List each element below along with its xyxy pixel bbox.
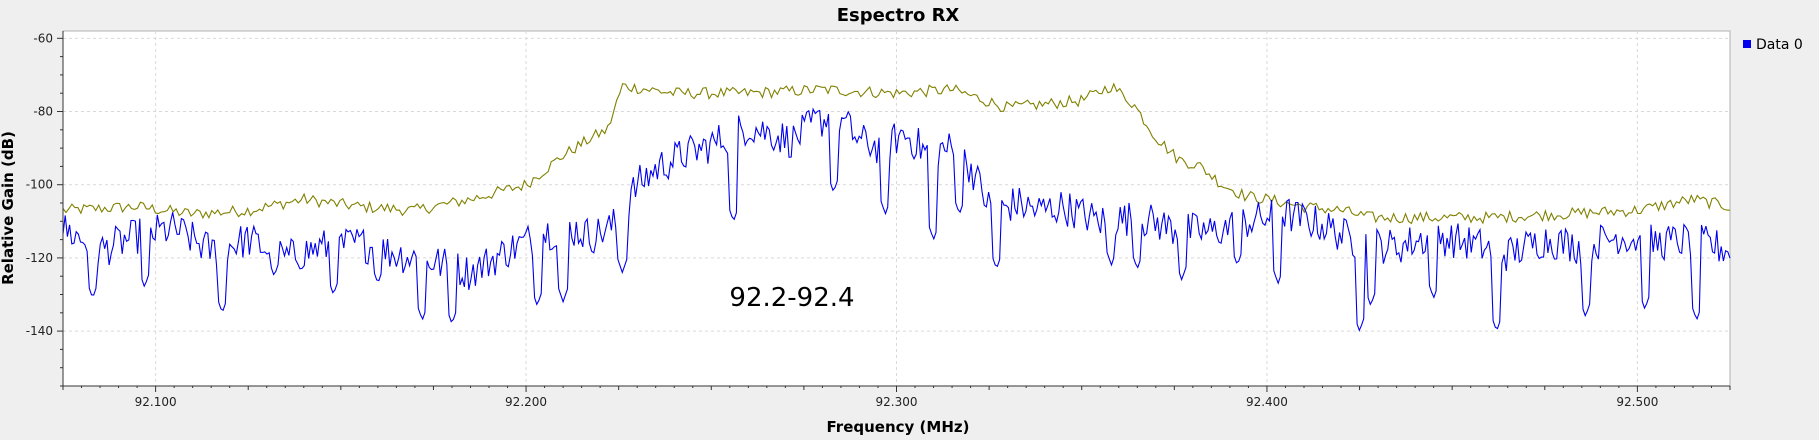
chart-title: Espectro RX [837, 5, 960, 26]
legend-label-data-0: Data 0 [1756, 37, 1803, 53]
y-axis-label: Relative Gain (dB) [0, 131, 17, 285]
y-tick-label: -60 [33, 31, 53, 45]
series-data-0-line [62, 107, 1731, 332]
y-tick-label: -140 [26, 324, 53, 338]
series-layer [62, 82, 1731, 332]
x-ticks: 92.100 92.200 92.300 92.400 92.500 [62, 386, 1731, 409]
y-tick-label: -80 [33, 105, 53, 119]
legend: Data 0 [1743, 37, 1803, 53]
x-tick-label: 92.400 [1246, 395, 1288, 409]
x-tick-label: 92.300 [876, 395, 918, 409]
x-axis-label: Frequency (MHz) [827, 418, 970, 436]
frequency-range-annotation: 92.2-92.4 [729, 283, 854, 313]
y-tick-label: -100 [26, 178, 53, 192]
series-reference-line [62, 82, 1731, 225]
x-tick-label: 92.200 [505, 395, 547, 409]
y-ticks: -60 -80 -100 -120 -140 [26, 31, 63, 387]
x-tick-label: 92.500 [1616, 395, 1658, 409]
x-tick-label: 92.100 [135, 395, 177, 409]
y-tick-label: -120 [26, 251, 53, 265]
legend-swatch-data-0 [1743, 40, 1751, 48]
grid-lines [63, 31, 1730, 386]
